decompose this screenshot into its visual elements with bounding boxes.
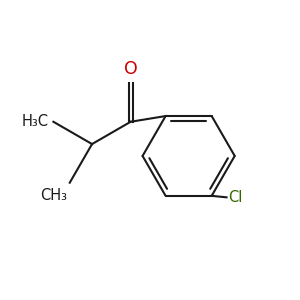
Text: O: O bbox=[124, 60, 138, 78]
Text: H₃C: H₃C bbox=[22, 114, 49, 129]
Text: CH₃: CH₃ bbox=[40, 188, 67, 203]
Text: Cl: Cl bbox=[228, 190, 242, 205]
